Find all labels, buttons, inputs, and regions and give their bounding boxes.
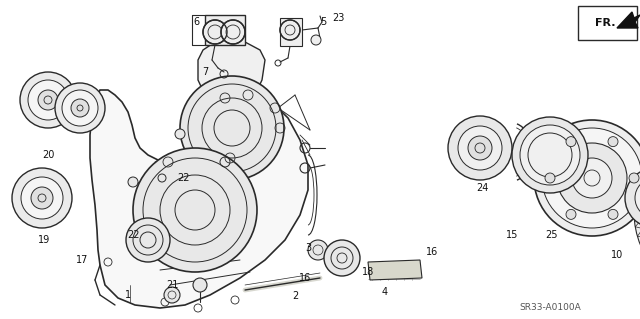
Circle shape bbox=[12, 168, 72, 228]
Circle shape bbox=[566, 137, 576, 147]
Polygon shape bbox=[617, 12, 640, 28]
Circle shape bbox=[557, 143, 627, 213]
Circle shape bbox=[448, 116, 512, 180]
FancyBboxPatch shape bbox=[205, 15, 245, 45]
Circle shape bbox=[164, 287, 180, 303]
Circle shape bbox=[193, 278, 207, 292]
Circle shape bbox=[542, 128, 640, 228]
Text: 23: 23 bbox=[332, 13, 344, 23]
Circle shape bbox=[566, 209, 576, 219]
Text: 15: 15 bbox=[506, 230, 518, 240]
Text: 19: 19 bbox=[38, 235, 50, 245]
Circle shape bbox=[38, 90, 58, 110]
Text: 25: 25 bbox=[546, 230, 558, 240]
Circle shape bbox=[308, 240, 328, 260]
Circle shape bbox=[534, 120, 640, 236]
Text: 16: 16 bbox=[299, 273, 311, 283]
Circle shape bbox=[634, 124, 640, 300]
Circle shape bbox=[280, 20, 300, 40]
Text: 3: 3 bbox=[305, 243, 311, 253]
Text: 22: 22 bbox=[177, 173, 189, 183]
Text: 18: 18 bbox=[362, 267, 374, 277]
Circle shape bbox=[180, 76, 284, 180]
Circle shape bbox=[458, 126, 502, 170]
Text: 4: 4 bbox=[382, 287, 388, 297]
Circle shape bbox=[133, 148, 257, 272]
Text: 1: 1 bbox=[125, 290, 131, 300]
Text: 16: 16 bbox=[426, 247, 438, 257]
Circle shape bbox=[71, 99, 89, 117]
Circle shape bbox=[520, 125, 580, 185]
Circle shape bbox=[31, 187, 53, 209]
Circle shape bbox=[55, 83, 105, 133]
Text: 10: 10 bbox=[611, 250, 623, 260]
Circle shape bbox=[468, 136, 492, 160]
Text: 6: 6 bbox=[193, 17, 199, 27]
Text: 24: 24 bbox=[476, 183, 488, 193]
Text: FR.: FR. bbox=[595, 18, 616, 28]
Polygon shape bbox=[368, 260, 422, 280]
Text: 21: 21 bbox=[166, 280, 178, 290]
Circle shape bbox=[608, 209, 618, 219]
Text: 20: 20 bbox=[42, 150, 54, 160]
FancyBboxPatch shape bbox=[578, 6, 637, 40]
Circle shape bbox=[311, 35, 321, 45]
Text: 17: 17 bbox=[76, 255, 88, 265]
Text: 22: 22 bbox=[127, 230, 140, 240]
FancyBboxPatch shape bbox=[280, 18, 302, 46]
Text: 5: 5 bbox=[320, 17, 326, 27]
Circle shape bbox=[20, 72, 76, 128]
Text: 7: 7 bbox=[202, 67, 208, 77]
Circle shape bbox=[175, 129, 185, 139]
Circle shape bbox=[572, 158, 612, 198]
Circle shape bbox=[221, 20, 245, 44]
Circle shape bbox=[203, 20, 227, 44]
Polygon shape bbox=[90, 90, 308, 308]
Circle shape bbox=[126, 218, 170, 262]
Text: 2: 2 bbox=[292, 291, 298, 301]
Circle shape bbox=[635, 178, 640, 218]
Circle shape bbox=[629, 173, 639, 183]
Circle shape bbox=[512, 117, 588, 193]
Circle shape bbox=[324, 240, 360, 276]
Circle shape bbox=[608, 137, 618, 147]
Circle shape bbox=[128, 177, 138, 187]
Circle shape bbox=[28, 80, 68, 120]
Circle shape bbox=[625, 168, 640, 228]
Polygon shape bbox=[198, 40, 265, 95]
Circle shape bbox=[21, 177, 63, 219]
Circle shape bbox=[545, 173, 555, 183]
Text: SR33-A0100A: SR33-A0100A bbox=[519, 303, 581, 313]
Circle shape bbox=[62, 90, 98, 126]
